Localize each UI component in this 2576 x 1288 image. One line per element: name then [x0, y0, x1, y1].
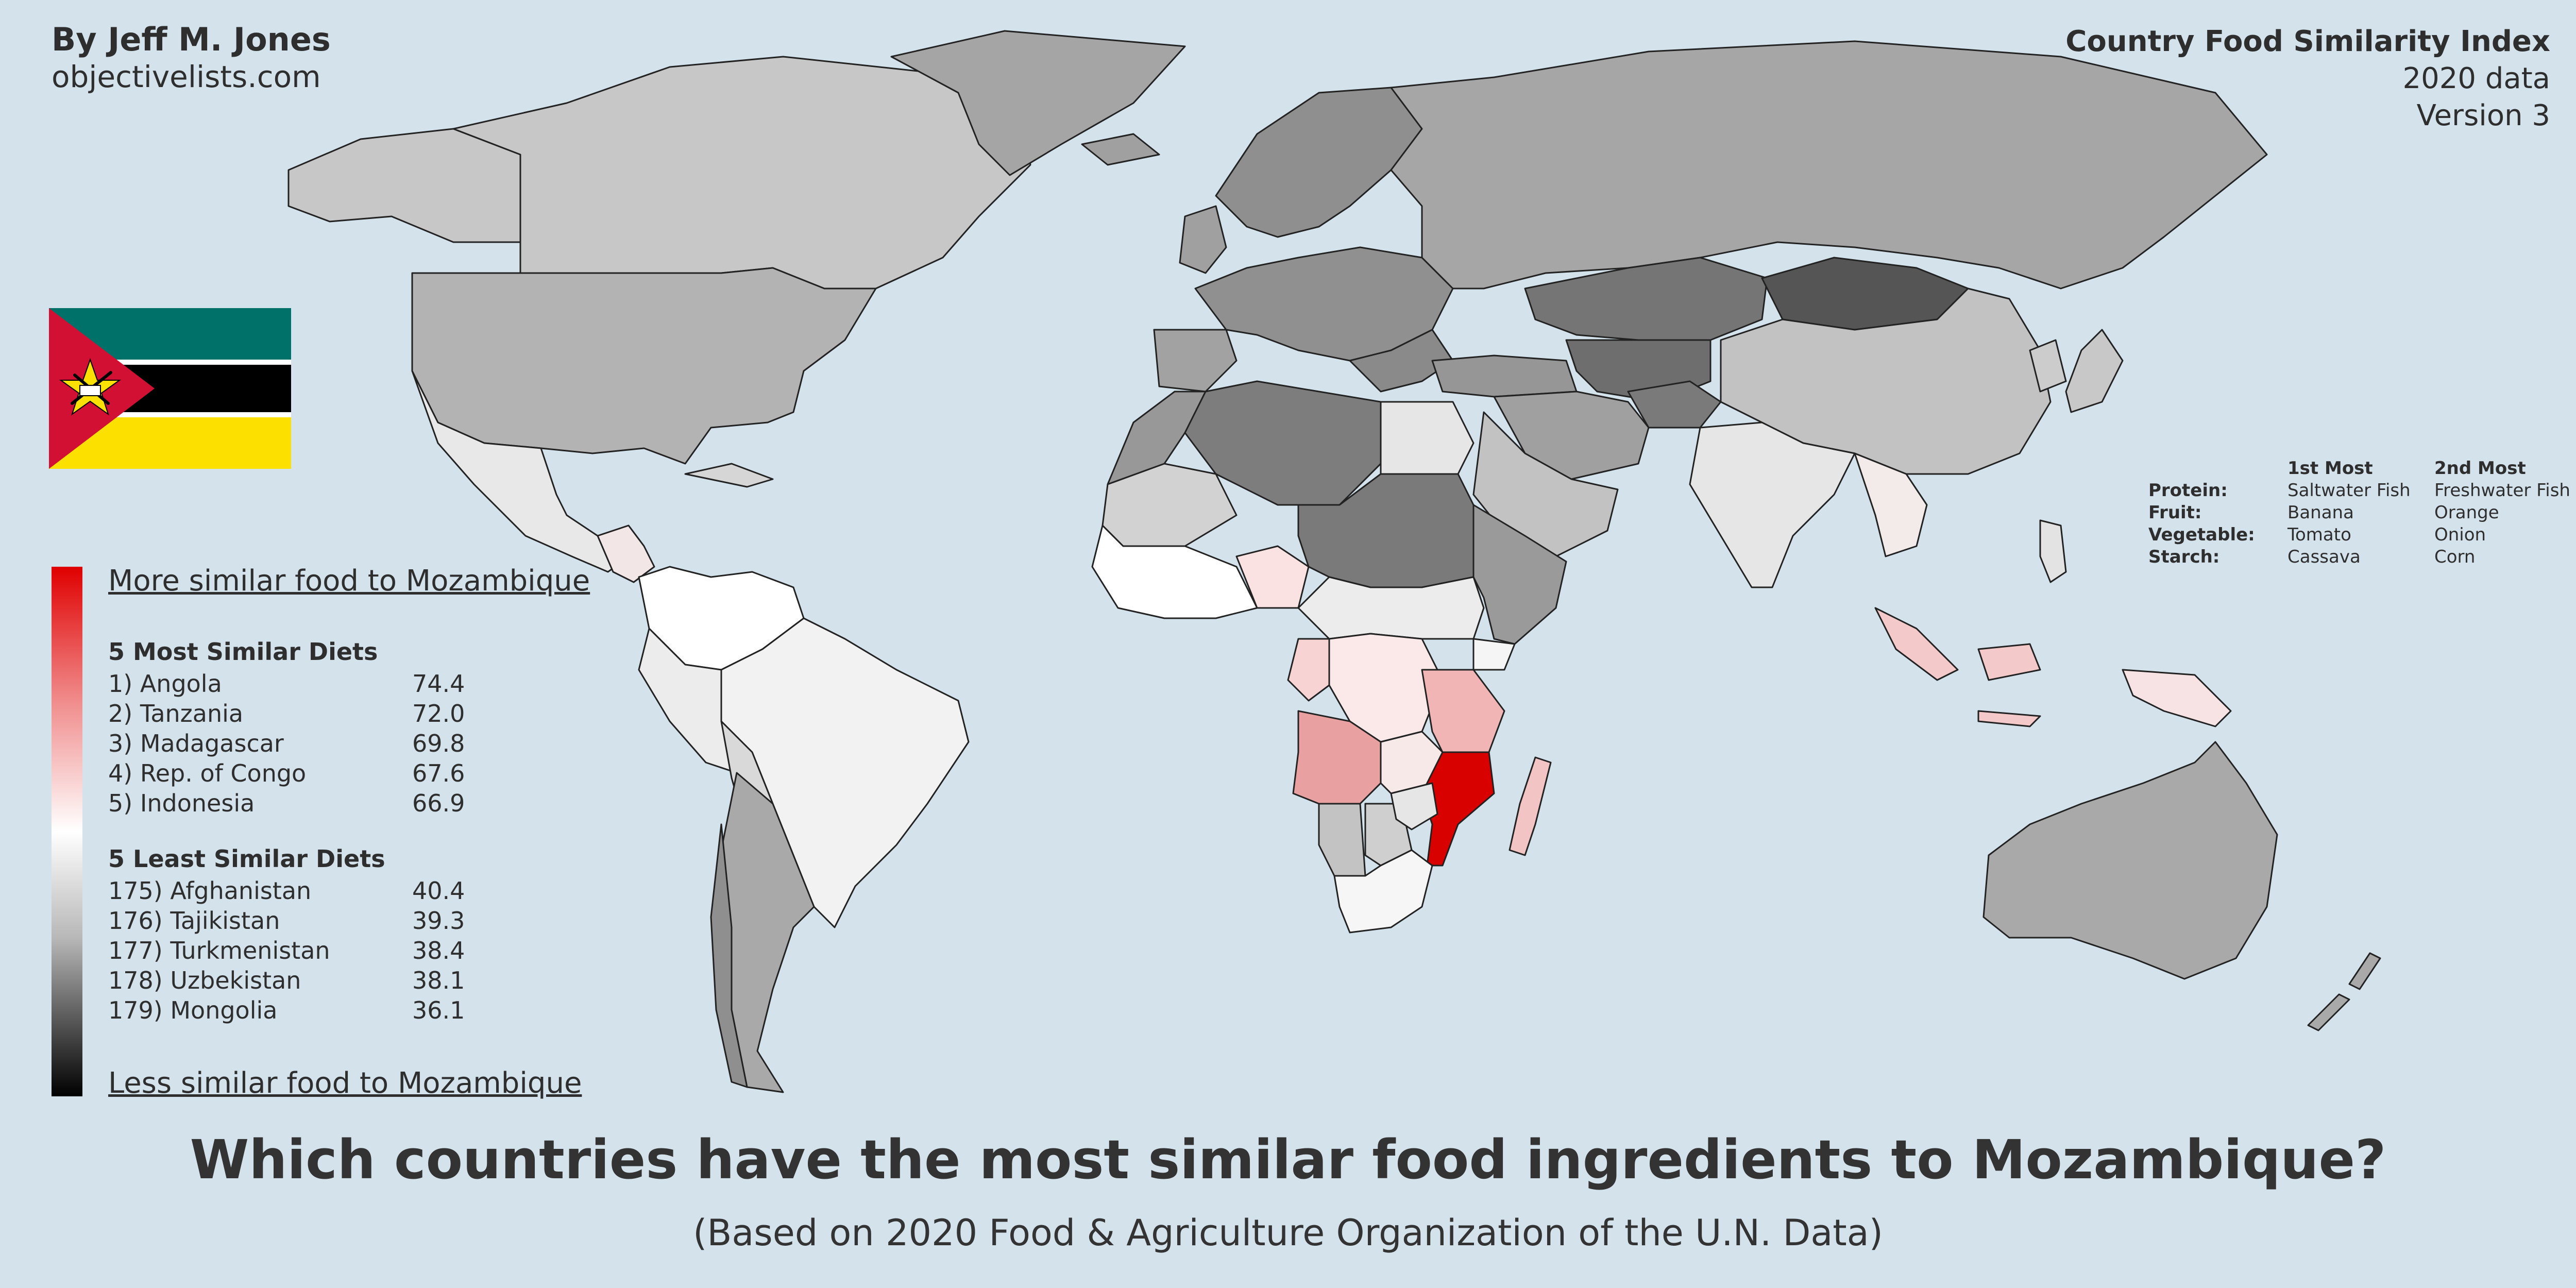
author-name: By Jeff M. Jones [52, 21, 331, 58]
data-year: 2020 data [2402, 62, 2550, 95]
table-row: Fruit: Banana Orange [2148, 502, 2499, 523]
least-similar-heading: 5 Least Similar Diets [108, 845, 385, 873]
region-iceland [1081, 133, 1160, 166]
region-canada [452, 56, 1031, 290]
region-new-guinea [2122, 669, 2232, 727]
page-subtitle: (Based on 2020 Food & Agriculture Organi… [693, 1212, 1883, 1254]
title-block: Country Food Similarity Index 2020 data … [2065, 23, 2550, 134]
list-item: 4) Rep. of Congo 67.6 [108, 759, 465, 787]
list-item: 179) Mongolia 36.1 [108, 996, 465, 1024]
table-row: Vegetable: Tomato Onion [2148, 524, 2486, 545]
region-uk [1179, 205, 1227, 274]
list-item: 175) Afghanistan 40.4 [108, 877, 465, 905]
scale-top-label: More similar food to Mozambique [108, 564, 590, 598]
region-korea [2029, 339, 2067, 393]
top-ingredients-table: 1st Most 2nd Most Protein: Saltwater Fish F… [2148, 457, 2570, 568]
region-alaska [287, 128, 527, 243]
list-item: 177) Turkmenistan 38.4 [108, 937, 465, 964]
region-kenya [1472, 638, 1516, 671]
region-southeast-asia [1854, 452, 1928, 557]
region-nigeria [1235, 545, 1310, 609]
author-site[interactable]: objectivelists.com [52, 59, 321, 94]
region-kazakhstan [1524, 257, 1768, 341]
region-russia [1390, 40, 2268, 290]
region-tanzania [1421, 669, 1505, 753]
region-cuba [684, 463, 774, 488]
region-iberia [1153, 329, 1238, 393]
list-item: 176) Tajikistan 39.3 [108, 907, 465, 935]
mozambique-flag [49, 308, 291, 469]
map-title: Country Food Similarity Index [2065, 25, 2550, 58]
region-chile [710, 823, 748, 1088]
region-new-zealand [2307, 952, 2381, 1031]
least-similar-list: 5 Least Similar Diets 175) Afghanistan 40… [108, 845, 465, 1025]
most-similar-list: 5 Most Similar Diets 1) Angola 74.4 2) Ta… [108, 638, 465, 818]
list-item: 1) Angola 74.4 [108, 670, 465, 698]
scale-bottom-label: Less similar food to Mozambique [108, 1066, 582, 1100]
region-egypt [1380, 401, 1475, 475]
table-row: Protein: Saltwater Fish Freshwater Fish [2148, 480, 2570, 501]
region-philippines [2039, 519, 2067, 583]
region-namibia [1318, 803, 1366, 877]
list-item: 2) Tanzania 72.0 [108, 700, 465, 727]
region-usa [411, 267, 877, 465]
region-japan [2065, 329, 2124, 413]
ingredients-header-row: 1st Most 2nd Most [2287, 458, 2526, 479]
region-greenland [890, 30, 1186, 176]
region-rep-congo [1287, 638, 1330, 702]
region-indonesia [1874, 607, 2041, 727]
region-australia [1982, 741, 2278, 980]
region-south-africa [1333, 849, 1433, 934]
region-zimbabwe [1390, 782, 1438, 831]
most-similar-heading: 5 Most Similar Diets [108, 638, 378, 666]
region-central-america [597, 524, 655, 583]
version-label: Version 3 [2416, 99, 2550, 132]
flag-book-icon [79, 385, 101, 396]
region-india [1689, 421, 1856, 588]
list-item: 178) Uzbekistan 38.1 [108, 967, 465, 994]
region-scandinavia [1215, 87, 1423, 238]
table-row: Starch: Cassava Corn [2148, 547, 2476, 567]
region-madagascar [1509, 756, 1552, 856]
list-item: 5) Indonesia 66.9 [108, 789, 465, 817]
region-arabia [1472, 411, 1619, 557]
list-item: 3) Madagascar 69.8 [108, 730, 465, 757]
similarity-color-scale [52, 567, 82, 1096]
region-west-coast [1091, 524, 1258, 619]
region-turkey [1431, 354, 1578, 398]
region-afghanistan [1627, 380, 1722, 429]
page-title: Which countries have the most similar fo… [190, 1128, 2386, 1191]
